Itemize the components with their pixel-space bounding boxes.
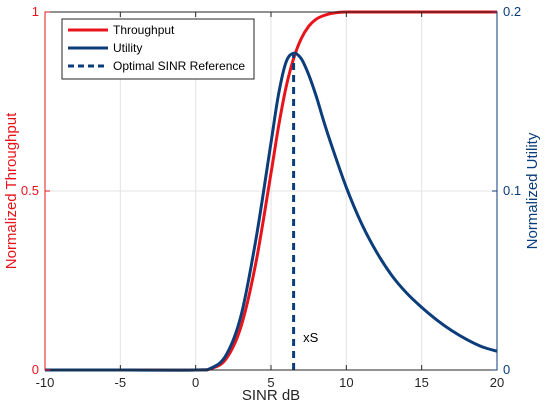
y-right-tick-label: 0 — [503, 362, 510, 377]
annotation-label: xS — [303, 330, 319, 345]
y-right-tick-label: 0.1 — [503, 183, 521, 198]
y-left-tick-label: 1 — [32, 4, 39, 19]
x-tick-label: 15 — [414, 375, 428, 390]
legend-label-utility: Utility — [113, 41, 142, 55]
x-tick-label: -5 — [115, 375, 127, 390]
y-left-tick-label: 0 — [32, 362, 39, 377]
series-utility-line — [44, 51, 498, 372]
x-axis-title: SINR dB — [242, 387, 300, 404]
legend: Throughput Utility Optimal SINR Referenc… — [61, 18, 255, 80]
x-tick-label: 20 — [490, 375, 504, 390]
x-tick-label: 5 — [267, 375, 274, 390]
x-tick-label: 0 — [192, 375, 199, 390]
legend-label-optimal-sinr: Optimal SINR Reference — [113, 59, 245, 73]
legend-label-throughput: Throughput — [113, 23, 175, 37]
y-axis-right-title: Normalized Utility — [524, 132, 541, 249]
y-axis-left-title: Normalized Throughput — [3, 112, 20, 269]
x-tick-label: 10 — [339, 375, 353, 390]
x-tick-label: -10 — [36, 375, 55, 390]
y-left-tick-label: 0.5 — [21, 183, 39, 198]
y-right-tick-label: 0.2 — [503, 4, 521, 19]
annotation-layer: xS — [303, 330, 319, 345]
